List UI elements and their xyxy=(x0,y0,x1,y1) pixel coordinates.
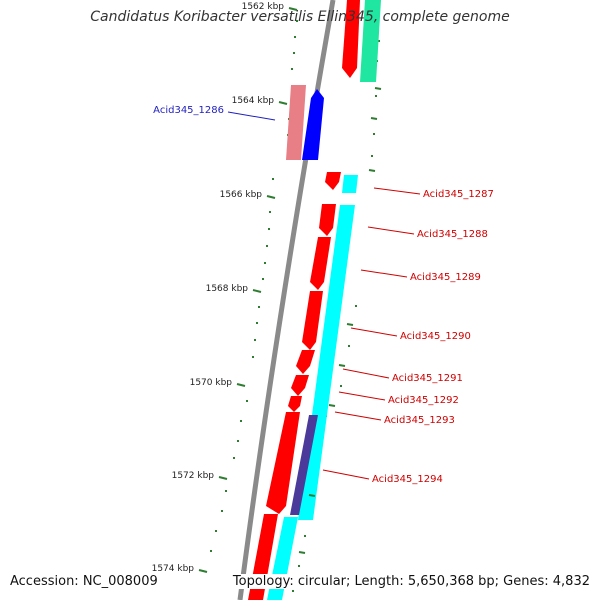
gene-acid345-1287-arrow[interactable] xyxy=(325,172,341,190)
gene-acid345-1291-arrow[interactable] xyxy=(296,350,315,374)
tick-label: 1562 kbp xyxy=(242,2,285,12)
leader-line-acid345-1286 xyxy=(227,111,276,121)
leader-line-acid345-1294 xyxy=(322,469,370,480)
tick-mark xyxy=(198,569,208,573)
gene-acid345-1289-arrow[interactable] xyxy=(310,237,331,290)
gene-arrow-forward-top[interactable] xyxy=(342,0,360,78)
gene-labels: Acid345_1286 Acid345_1287 Acid345_1288 Acid… xyxy=(153,105,494,485)
minor-tick-mark xyxy=(298,551,306,554)
leader-line-acid345-1288 xyxy=(367,226,415,235)
gene-acid345-1286-arrow[interactable] xyxy=(302,89,324,160)
minor-tick-mark xyxy=(308,494,316,497)
minor-tick-mark xyxy=(374,87,382,90)
gene-label-acid345-1290[interactable]: Acid345_1290 xyxy=(400,331,471,342)
gene-reverse-short[interactable] xyxy=(342,175,358,193)
accession-label: Accession: NC_008009 xyxy=(8,574,160,589)
topology-summary: Topology: circular; Length: 5,650,368 bp… xyxy=(230,574,592,589)
gene-acid345-1294-arrow[interactable] xyxy=(266,412,300,514)
gene-label-acid345-1292[interactable]: Acid345_1292 xyxy=(388,395,459,406)
gene-reverse-dark-overlap[interactable] xyxy=(290,415,318,515)
gene-acid345-1292-arrow[interactable] xyxy=(291,375,309,396)
tick-label: 1568 kbp xyxy=(206,284,249,294)
minor-tick-mark xyxy=(346,323,354,326)
leader-line-acid345-1291 xyxy=(342,368,390,379)
gene-label-acid345-1293[interactable]: Acid345_1293 xyxy=(384,415,455,426)
tick-mark xyxy=(288,7,298,11)
gene-bar-top-green[interactable] xyxy=(360,0,381,82)
tick-mark xyxy=(236,383,246,387)
leader-line-acid345-1293 xyxy=(334,411,382,421)
tick-mark xyxy=(278,101,288,105)
map-title: Candidatus Koribacter versatilis Ellin34… xyxy=(90,9,510,25)
tick-mark xyxy=(252,289,262,293)
gene-acid345-1290-arrow[interactable] xyxy=(302,291,323,350)
gene-acid345-1288-arrow[interactable] xyxy=(319,204,336,236)
gene-label-acid345-1289[interactable]: Acid345_1289 xyxy=(410,272,481,283)
gene-acid345-1286-box[interactable] xyxy=(286,85,306,160)
tick-mark xyxy=(218,476,228,480)
tick-mark xyxy=(266,195,276,199)
tick-label: 1566 kbp xyxy=(220,190,263,200)
tick-label: 1572 kbp xyxy=(172,471,215,481)
minor-tick-mark xyxy=(368,169,376,172)
gene-label-acid345-1291[interactable]: Acid345_1291 xyxy=(392,373,463,384)
tick-label: 1570 kbp xyxy=(190,378,233,388)
minor-tick-mark xyxy=(338,364,346,367)
leader-line-acid345-1287 xyxy=(373,187,421,195)
gene-label-acid345-1286[interactable]: Acid345_1286 xyxy=(153,105,224,116)
tick-label: 1564 kbp xyxy=(232,96,275,106)
gene-label-acid345-1287[interactable]: Acid345_1287 xyxy=(423,189,494,200)
gene-label-acid345-1294[interactable]: Acid345_1294 xyxy=(372,474,443,485)
leader-line-acid345-1290 xyxy=(350,327,398,337)
minor-tick-mark xyxy=(370,117,378,120)
tick-label: 1574 kbp xyxy=(152,564,195,574)
minor-tick-mark xyxy=(328,404,336,407)
coordinate-ticks: 1562 kbp 1564 kbp 1566 kbp 1568 kbp 1570 kbp… xyxy=(152,2,382,574)
gene-acid345-1293-arrow[interactable] xyxy=(288,396,302,412)
leader-line-acid345-1289 xyxy=(360,269,408,278)
gene-label-acid345-1288[interactable]: Acid345_1288 xyxy=(417,229,488,240)
leader-line-acid345-1292 xyxy=(338,391,386,401)
